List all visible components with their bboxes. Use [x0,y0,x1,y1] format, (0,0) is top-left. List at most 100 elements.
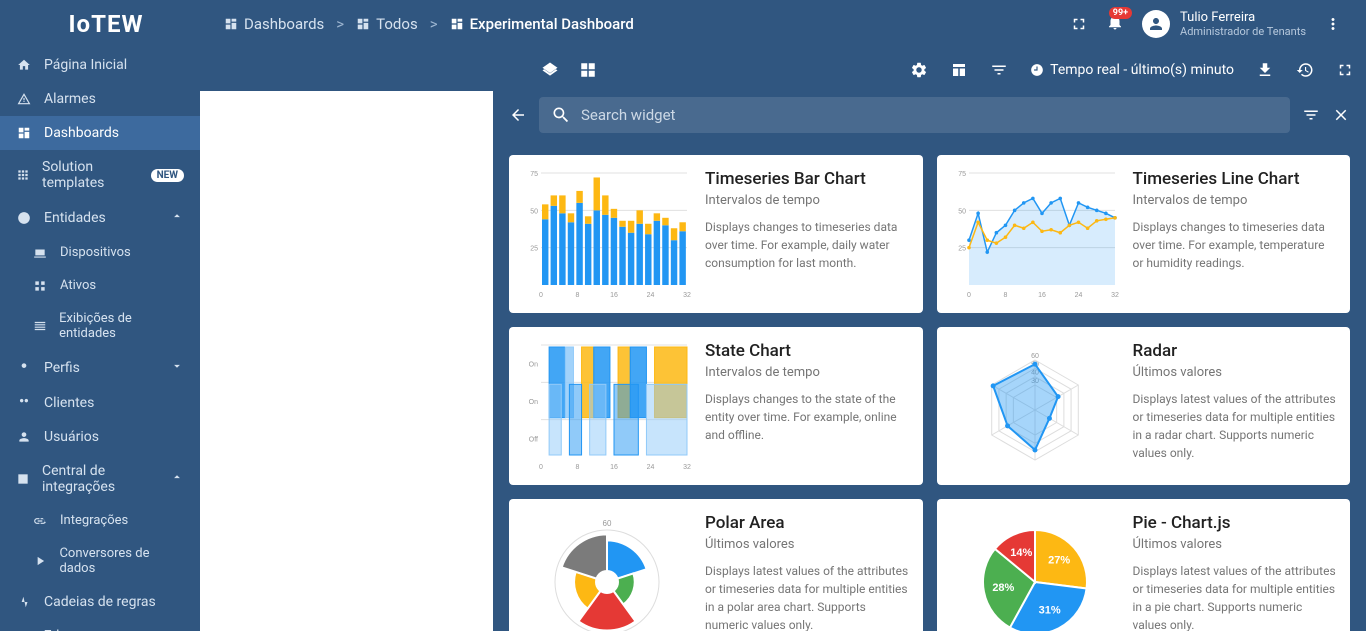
sidebar-item-label: Integrações [60,513,128,528]
layout-icon[interactable] [579,61,597,79]
profile-icon [16,361,32,375]
widget-title: Polar Area [705,513,909,533]
user-menu[interactable]: Tulio Ferreira Administrador de Tenants [1142,10,1306,38]
sidebar-item-ativos[interactable]: Ativos [0,269,200,302]
dash-icon [16,126,32,140]
chevron-up-icon [170,470,184,488]
sidebar-item-label: Cadeias de regras [44,594,156,610]
svg-text:28%: 28% [992,582,1014,594]
gear-icon[interactable] [910,61,928,79]
clients-icon [16,396,32,410]
sidebar-item-label: Dashboards [44,125,119,141]
widget-description: Displays latest values of the attributes… [1133,562,1337,631]
topbar: IoTEW Dashboards>Todos>Experimental Dash… [0,0,1366,48]
sidebar-item-clientes[interactable]: Clientes [0,386,200,420]
time-label: Tempo real - último(s) minuto [1050,62,1234,78]
svg-text:32: 32 [683,464,691,471]
sidebar-item-label: Ativos [60,278,96,293]
user-role: Administrador de Tenants [1180,25,1306,38]
search-input-wrap[interactable] [539,97,1290,133]
chart-preview: 25507508162432 [523,169,691,299]
svg-text:16: 16 [610,292,618,299]
widget-description: Displays changes to timeseries data over… [1133,218,1337,272]
chevron-down-icon [170,359,184,377]
line-chart: 25507508162432 [951,169,1119,299]
svg-text:Off: Off [529,436,538,443]
chart-preview: 60 [523,513,691,631]
breadcrumb-item[interactable]: Todos [356,15,418,33]
widget-card[interactable]: 60Polar Area Últimos valores Displays la… [509,499,923,631]
sidebar-item-label: Perfis [44,360,80,376]
sidebar-item-exibições-de-entidades[interactable]: Exibições de entidades [0,302,200,350]
widget-card[interactable]: 25507508162432Timeseries Line Chart Inte… [937,155,1351,313]
logo: IoTEW [12,10,200,38]
sidebar-item-perfis[interactable]: Perfis [0,350,200,386]
sidebar-item-central-de-integrações[interactable]: Central de integrações [0,454,200,504]
svg-text:On: On [529,399,538,406]
svg-text:27%: 27% [1048,555,1070,567]
sidebar-item-edge-management[interactable]: Edge management [0,619,200,631]
asset-icon [32,279,48,293]
alarm-icon [16,92,32,106]
state-chart: OnOnOff08162432 [523,341,691,471]
more-icon[interactable] [1324,15,1342,33]
chart-preview: 30405060 [951,341,1119,471]
sidebar-item-label: Dispositivos [60,245,131,260]
sidebar-item-label: Central de integrações [42,463,158,495]
search-input[interactable] [581,106,1278,124]
sidebar-item-cadeias-de-regras[interactable]: Cadeias de regras [0,585,200,619]
widget-subtitle: Intervalos de tempo [705,193,909,208]
svg-text:8: 8 [1003,292,1007,299]
notifications-button[interactable]: 99+ [1106,13,1124,35]
svg-text:24: 24 [647,292,655,299]
svg-text:50: 50 [958,208,966,215]
search-icon [551,105,571,125]
svg-text:32: 32 [683,292,691,299]
history-icon[interactable] [1296,61,1314,79]
chart-preview: 27%31%28%14% [951,513,1119,631]
search-filter-icon[interactable] [1302,106,1320,124]
clock-icon [1030,63,1044,77]
widget-card[interactable]: 27%31%28%14%Pie - Chart.js Últimos valor… [937,499,1351,631]
expand-icon[interactable] [1336,61,1354,79]
sidebar-item-conversores-de-dados[interactable]: Conversores de dados [0,537,200,585]
dashboard-icon [356,17,370,31]
svg-text:8: 8 [576,464,580,471]
left-panel [200,91,493,631]
grid-icon [16,168,30,182]
integ-icon [16,472,30,486]
fullscreen-icon[interactable] [1070,15,1088,33]
widget-card[interactable]: 25507508162432Timeseries Bar Chart Inter… [509,155,923,313]
sidebar-item-entidades[interactable]: Entidades [0,200,200,236]
download-icon[interactable] [1256,61,1274,79]
widget-description: Displays latest values of the attributes… [705,562,909,631]
sidebar-item-label: Alarmes [44,91,96,107]
avatar-icon [1142,10,1170,38]
pie-chart: 27%31%28%14% [951,513,1119,631]
breadcrumb-item[interactable]: Dashboards [224,15,324,33]
filter-icon[interactable] [990,61,1008,79]
layers-icon[interactable] [541,61,559,79]
sidebar-item-integrações[interactable]: Integrações [0,504,200,537]
conv-icon [32,554,47,568]
chart-preview: OnOnOff08162432 [523,341,691,471]
sidebar-item-página-inicial[interactable]: Página Inicial [0,48,200,82]
back-icon[interactable] [509,106,527,124]
home-icon [16,58,32,72]
entity-icon[interactable] [950,61,968,79]
sidebar-item-dispositivos[interactable]: Dispositivos [0,236,200,269]
sidebar-item-solution-templates[interactable]: Solution templatesNEW [0,150,200,200]
time-selector[interactable]: Tempo real - último(s) minuto [1030,62,1234,78]
svg-text:24: 24 [1074,292,1082,299]
widget-card[interactable]: 30405060Radar Últimos valores Displays l… [937,327,1351,485]
breadcrumb-item[interactable]: Experimental Dashboard [450,15,634,33]
svg-text:14%: 14% [1010,547,1032,559]
widget-title: State Chart [705,341,909,361]
sidebar-item-dashboards[interactable]: Dashboards [0,116,200,150]
svg-text:60: 60 [1031,353,1039,360]
sidebar-item-usuários[interactable]: Usuários [0,420,200,454]
sidebar-item-alarmes[interactable]: Alarmes [0,82,200,116]
close-icon[interactable] [1332,106,1350,124]
svg-text:8: 8 [576,292,580,299]
widget-card[interactable]: OnOnOff08162432State Chart Intervalos de… [509,327,923,485]
